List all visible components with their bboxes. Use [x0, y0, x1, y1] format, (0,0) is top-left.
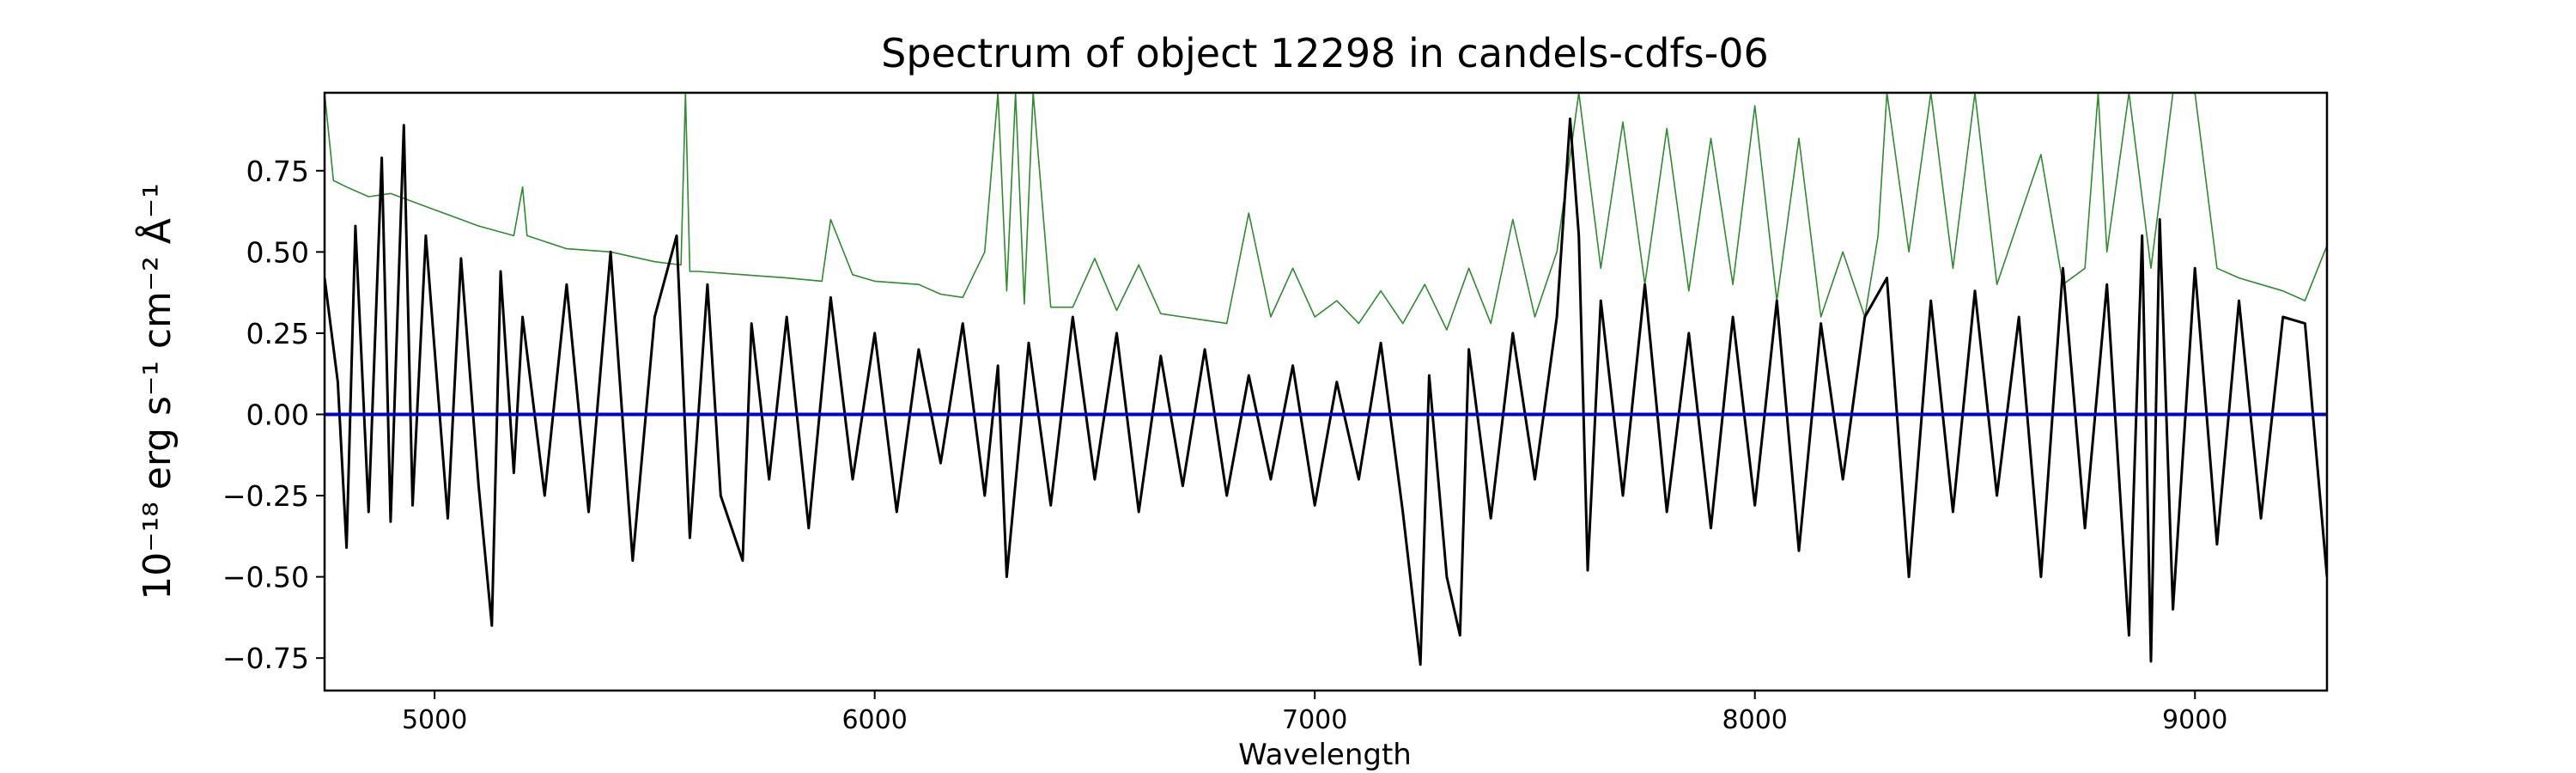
series-layer: [325, 93, 2327, 666]
y-tick-label: 0.50: [246, 235, 309, 269]
y-tick-label: −0.75: [222, 642, 309, 675]
y-tick-label: −0.25: [222, 479, 309, 513]
x-tick-label: 7000: [1282, 705, 1347, 735]
y-axis-label: 10⁻¹⁸ erg s⁻¹ cm⁻² Å⁻¹: [134, 183, 179, 600]
series-line-contamination: [325, 93, 2327, 331]
x-tick-label: 6000: [841, 705, 907, 735]
x-axis-label: Wavelength: [1238, 738, 1412, 772]
x-tick-label: 5000: [402, 705, 467, 735]
y-tick-label: 0.75: [246, 155, 309, 188]
plot-frame: [323, 91, 2329, 692]
y-tick-label: 0.25: [246, 317, 309, 350]
x-axis: 5000 6000 7000 8000 9000: [402, 691, 2227, 735]
x-tick-label: 9000: [2162, 705, 2227, 735]
y-tick-label: 0.00: [246, 398, 309, 431]
x-tick-label: 8000: [1722, 705, 1788, 735]
y-tick-label: −0.50: [222, 561, 309, 594]
chart-title: Spectrum of object 12298 in candels-cdfs…: [881, 30, 1769, 76]
y-axis: −0.75 −0.50 −0.25 0.00 0.25 0.50 0.75: [222, 155, 325, 675]
series-line-flux: [325, 117, 2327, 666]
